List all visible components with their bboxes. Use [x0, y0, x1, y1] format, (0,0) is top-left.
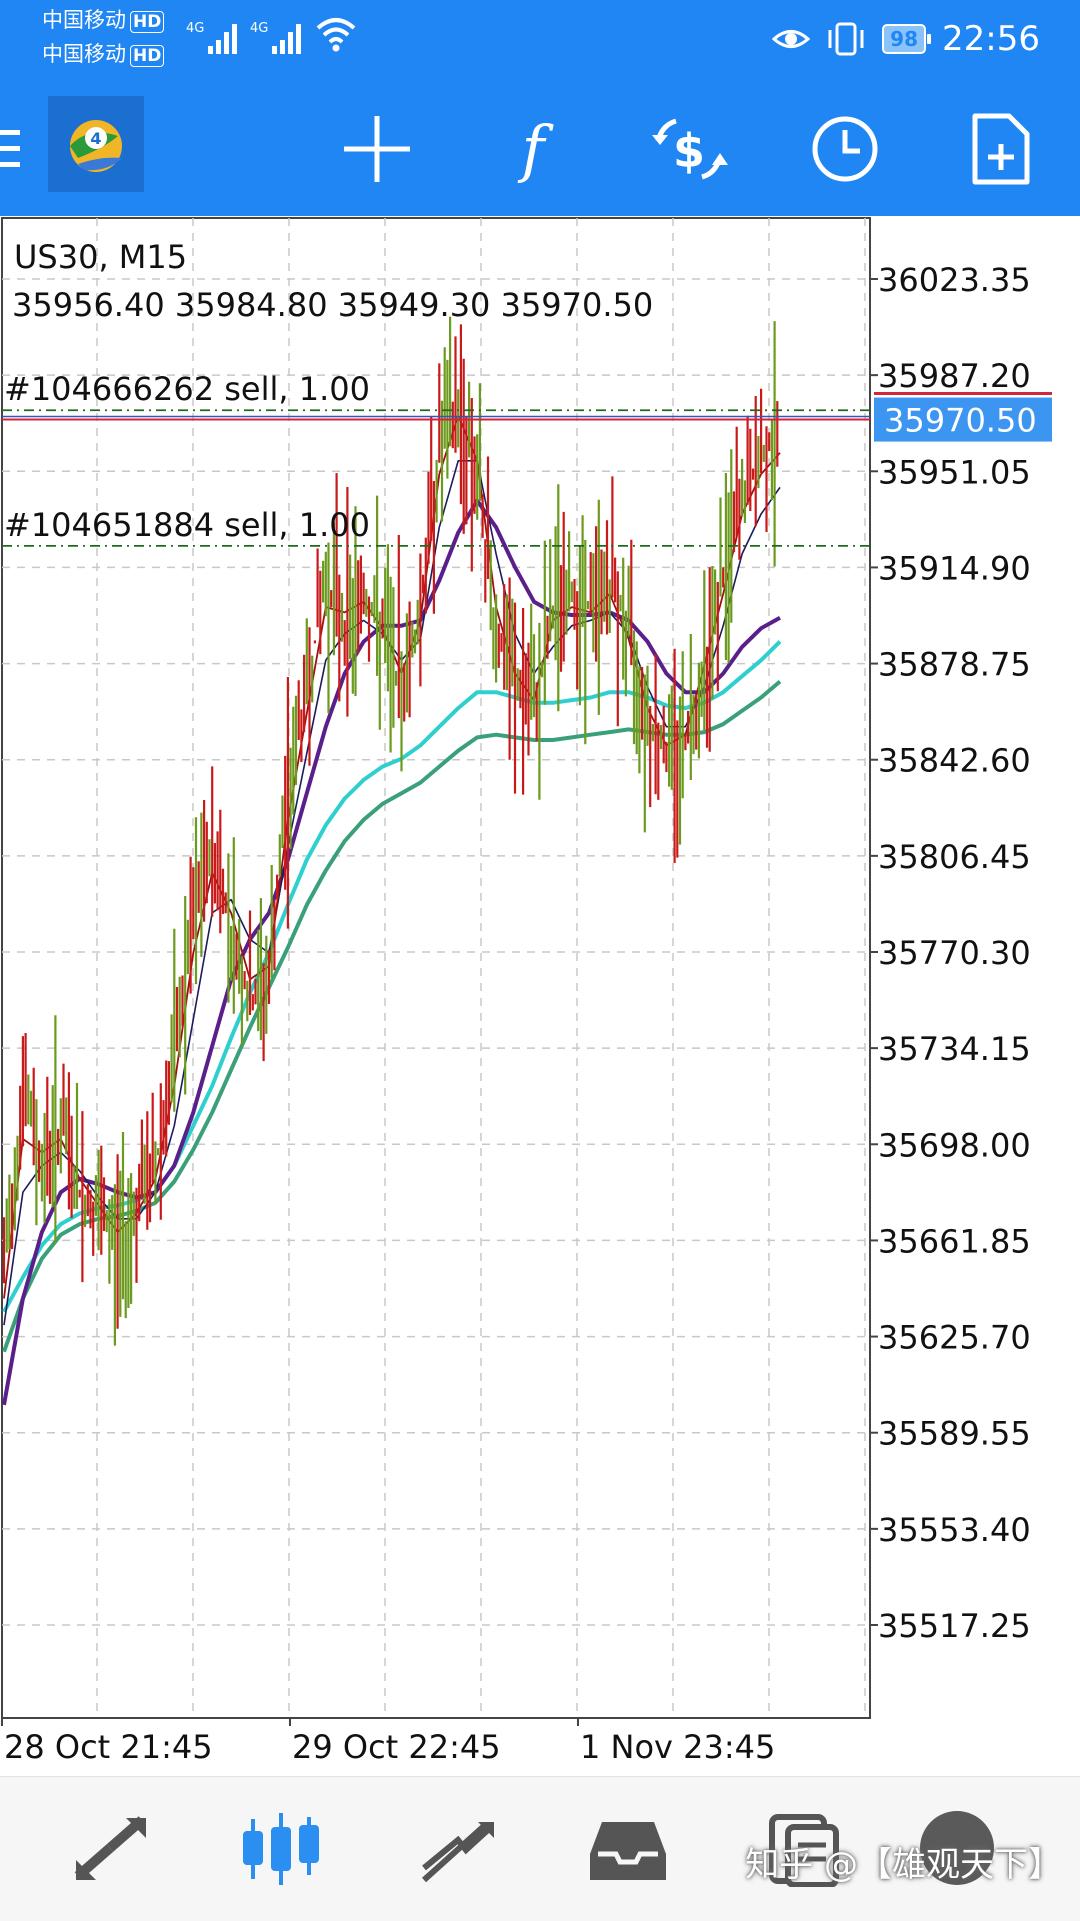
trade-button[interactable]: $ — [644, 104, 734, 194]
indicators-button[interactable]: f — [488, 104, 578, 194]
clock: 22:56 — [942, 19, 1040, 59]
price-label: 35842.60 — [878, 742, 1031, 780]
current-price-badge — [874, 397, 1052, 442]
svg-text:f: f — [518, 114, 555, 184]
nav-messages[interactable] — [756, 1807, 852, 1891]
time-label: 29 Oct 22:45 — [292, 1728, 501, 1766]
chart-icon — [243, 1813, 319, 1885]
clock-icon — [812, 116, 878, 182]
nav-trade[interactable] — [410, 1807, 506, 1891]
status-right: 98 22:56 — [772, 16, 1040, 62]
price-label: 35553.40 — [878, 1511, 1031, 1549]
svg-text:$: $ — [673, 124, 705, 178]
settings-avatar[interactable] — [920, 1811, 994, 1885]
current-price-text: 35970.50 — [884, 402, 1037, 440]
price-label: 35951.05 — [878, 453, 1031, 491]
price-label: 35517.25 — [878, 1607, 1031, 1645]
carrier-2: 中国移动 HD — [42, 42, 165, 68]
price-label: 35806.45 — [878, 838, 1031, 876]
mt4-logo: 4 — [48, 96, 144, 192]
new-order-button[interactable] — [956, 104, 1046, 194]
chart-area[interactable]: #104666262 sell, 1.00 #104651884 sell, 1.… — [0, 216, 1080, 1776]
menu-button[interactable] — [0, 104, 40, 194]
crosshair-icon — [344, 116, 410, 182]
carrier-1: 中国移动 HD — [42, 8, 165, 34]
order-label: #104666262 sell, 1.00 — [4, 370, 370, 408]
price-label: 35661.85 — [878, 1222, 1031, 1260]
carrier-2-label: 中国移动 — [42, 42, 126, 66]
nav-chart[interactable] — [234, 1807, 330, 1891]
history-icon — [590, 1822, 666, 1880]
trade-nav-icon — [421, 1822, 494, 1883]
trade-icon: $ — [652, 118, 728, 180]
price-label: 35987.20 — [878, 357, 1031, 395]
timeframe-button[interactable] — [800, 104, 890, 194]
price-axis: 36023.35 35987.20 35951.05 35914.90 35878.75… — [874, 261, 1052, 1645]
price-label: 36023.35 — [878, 261, 1031, 299]
eye-icon — [772, 30, 811, 48]
price-label: 35734.15 — [878, 1030, 1031, 1068]
crosshair-button[interactable] — [332, 104, 422, 194]
ohlc-values: 35956.40 35984.80 35949.30 35970.50 — [12, 286, 653, 324]
nav-quotes[interactable] — [62, 1807, 158, 1891]
net-type-2: 4G — [250, 21, 268, 36]
price-label: 35589.55 — [878, 1415, 1031, 1453]
messages-icon — [769, 1814, 839, 1887]
signal-icon-2: 4G — [250, 21, 301, 54]
nav-history[interactable] — [580, 1807, 676, 1891]
net-type-1: 4G — [186, 21, 204, 36]
time-axis: 28 Oct 21:45 29 Oct 22:45 1 Nov 23:45 — [1, 1717, 870, 1766]
price-label: 35770.30 — [878, 934, 1031, 972]
price-label: 35878.75 — [878, 646, 1031, 684]
indicators-icon: f — [518, 114, 555, 184]
hd-badge: HD — [130, 11, 165, 33]
order-lines: #104666262 sell, 1.00 #104651884 sell, 1.… — [2, 370, 870, 547]
symbol-period: US30, M15 — [14, 238, 187, 276]
status-bar: 中国移动 HD 中国移动 HD 4G 4G 98 22:56 — [0, 0, 1080, 80]
price-label: 35914.90 — [878, 549, 1031, 587]
carrier-1-label: 中国移动 — [42, 8, 126, 32]
battery-indicator: 98 — [882, 24, 931, 54]
hd-badge: HD — [130, 45, 165, 67]
signal-icon: 4G — [186, 21, 237, 54]
quotes-icon — [74, 1816, 146, 1880]
price-label: 35625.70 — [878, 1319, 1031, 1357]
vibrate-icon — [828, 22, 864, 56]
order-label: #104651884 sell, 1.00 — [4, 506, 370, 544]
chart-header: US30, M15 35956.40 35984.80 35949.30 3597… — [12, 238, 653, 324]
plot-border — [1, 217, 871, 1719]
ma-line-ma-fast — [3, 414, 781, 1299]
toolbar: 4 f $ — [0, 80, 1080, 216]
wifi-icon — [316, 18, 356, 52]
price-chart[interactable]: #104666262 sell, 1.00 #104651884 sell, 1.… — [0, 216, 1080, 1776]
svg-text:4: 4 — [90, 129, 101, 148]
bottom-nav: 知乎 @【雄观天下】 — [0, 1776, 1080, 1921]
price-bars — [2, 316, 779, 1346]
time-label: 1 Nov 23:45 — [580, 1728, 775, 1766]
menu-icon — [0, 130, 20, 167]
mt4-logo-button[interactable]: 4 — [48, 96, 144, 192]
new-order-icon — [972, 113, 1030, 185]
watermark: 知乎 @【雄观天下】 — [745, 1845, 1062, 1885]
price-label: 35698.00 — [878, 1126, 1031, 1164]
time-label: 28 Oct 21:45 — [4, 1728, 213, 1766]
